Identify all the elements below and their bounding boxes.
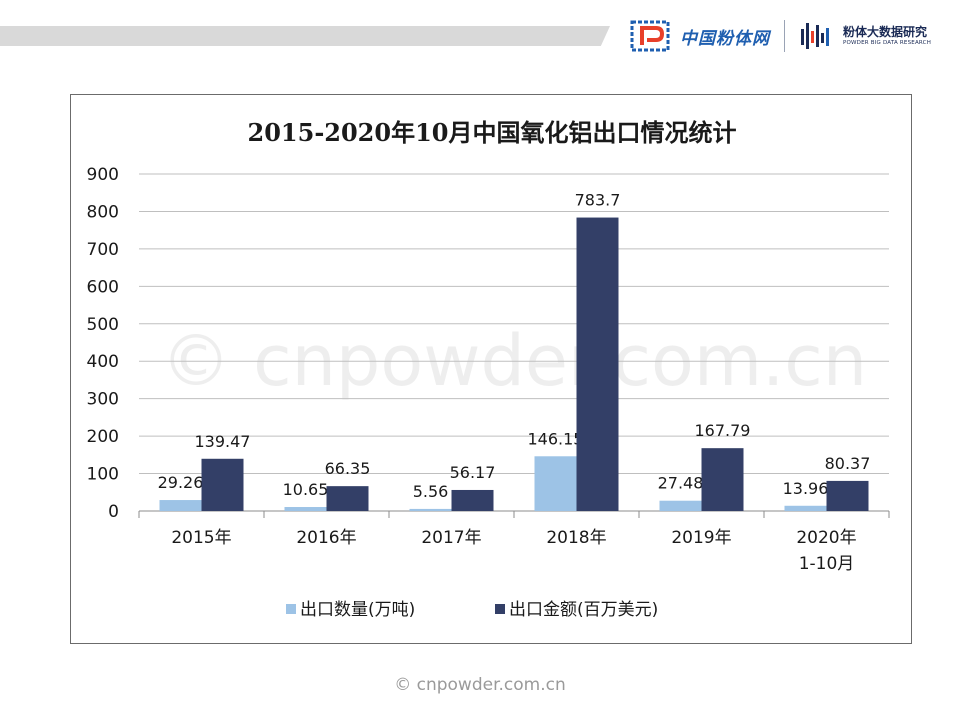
x-tick-label: 2019年 — [671, 528, 731, 548]
bar-2 — [826, 480, 869, 511]
legend-label: 出口数量(万吨) — [300, 600, 415, 620]
data-label: 13.96 — [783, 479, 829, 498]
brand-secondary: 粉体大数据研究 POWDER BIG DATA RESEARCH — [843, 25, 932, 46]
y-tick-label: 500 — [87, 315, 119, 335]
data-label: 167.79 — [695, 421, 751, 440]
bar-2 — [576, 217, 619, 511]
bar-2 — [451, 489, 494, 511]
brand-header: 中国粉体网 粉体大数据研究 POWDER BIG DATA RESEARCH — [630, 14, 931, 58]
y-tick-label: 0 — [108, 502, 119, 522]
bar-2 — [701, 448, 744, 511]
big-data-bars-icon — [801, 23, 829, 49]
data-label: 5.56 — [413, 482, 449, 501]
bar-2 — [326, 486, 369, 511]
x-tick-label: 2020年 — [796, 528, 856, 548]
chart-title: 2015-2020年10月中国氧化铝出口情况统计 — [248, 118, 737, 147]
x-tick-label: 2018年 — [546, 528, 606, 548]
data-label: 783.7 — [575, 191, 621, 210]
bar-1 — [159, 500, 202, 511]
brand-name: 中国粉体网 — [680, 28, 770, 49]
data-label: 80.37 — [825, 454, 871, 473]
y-tick-label: 300 — [87, 390, 119, 410]
y-tick-label: 400 — [87, 352, 119, 372]
brand-divider — [784, 20, 785, 52]
bar-1 — [534, 456, 577, 511]
bar-1 — [409, 508, 452, 511]
bar-1 — [284, 507, 327, 511]
y-tick-label: 800 — [87, 202, 119, 222]
y-tick-label: 200 — [87, 427, 119, 447]
data-label: 66.35 — [325, 459, 371, 478]
bar-2 — [201, 458, 244, 511]
bar-1 — [659, 500, 702, 511]
brand-secondary-name: 粉体大数据研究 — [843, 25, 928, 40]
data-label: 29.26 — [158, 473, 204, 492]
header-bar — [0, 26, 610, 46]
legend-swatch — [495, 604, 505, 614]
brand-secondary-sub: POWDER BIG DATA RESEARCH — [843, 39, 932, 46]
data-label: 27.48 — [658, 474, 704, 493]
data-label: 56.17 — [450, 463, 496, 482]
x-tick-label: 2017年 — [421, 528, 481, 548]
y-tick-label: 700 — [87, 240, 119, 260]
data-label: 139.47 — [195, 432, 251, 451]
x-tick-label: 2016年 — [296, 528, 356, 548]
legend-label: 出口金额(百万美元) — [509, 600, 658, 620]
data-label: 10.65 — [283, 480, 329, 499]
y-tick-label: 600 — [87, 277, 119, 297]
y-tick-label: 900 — [87, 165, 119, 185]
bar-chart: © cnpowder.com.cn2015-2020年10月中国氧化铝出口情况统… — [87, 118, 890, 620]
cnpowder-logo-icon — [630, 20, 670, 52]
x-tick-label: 1-10月 — [799, 554, 855, 574]
y-tick-label: 100 — [87, 465, 119, 485]
legend-swatch — [286, 604, 296, 614]
data-label: 146.15 — [528, 429, 584, 448]
bar-1 — [784, 505, 827, 511]
x-tick-label: 2015年 — [171, 528, 231, 548]
footer-copyright: © cnpowder.com.cn — [394, 675, 566, 695]
chart-frame: © cnpowder.com.cn 2015-2020年10月中国氧化铝出口情况统… — [70, 94, 912, 644]
